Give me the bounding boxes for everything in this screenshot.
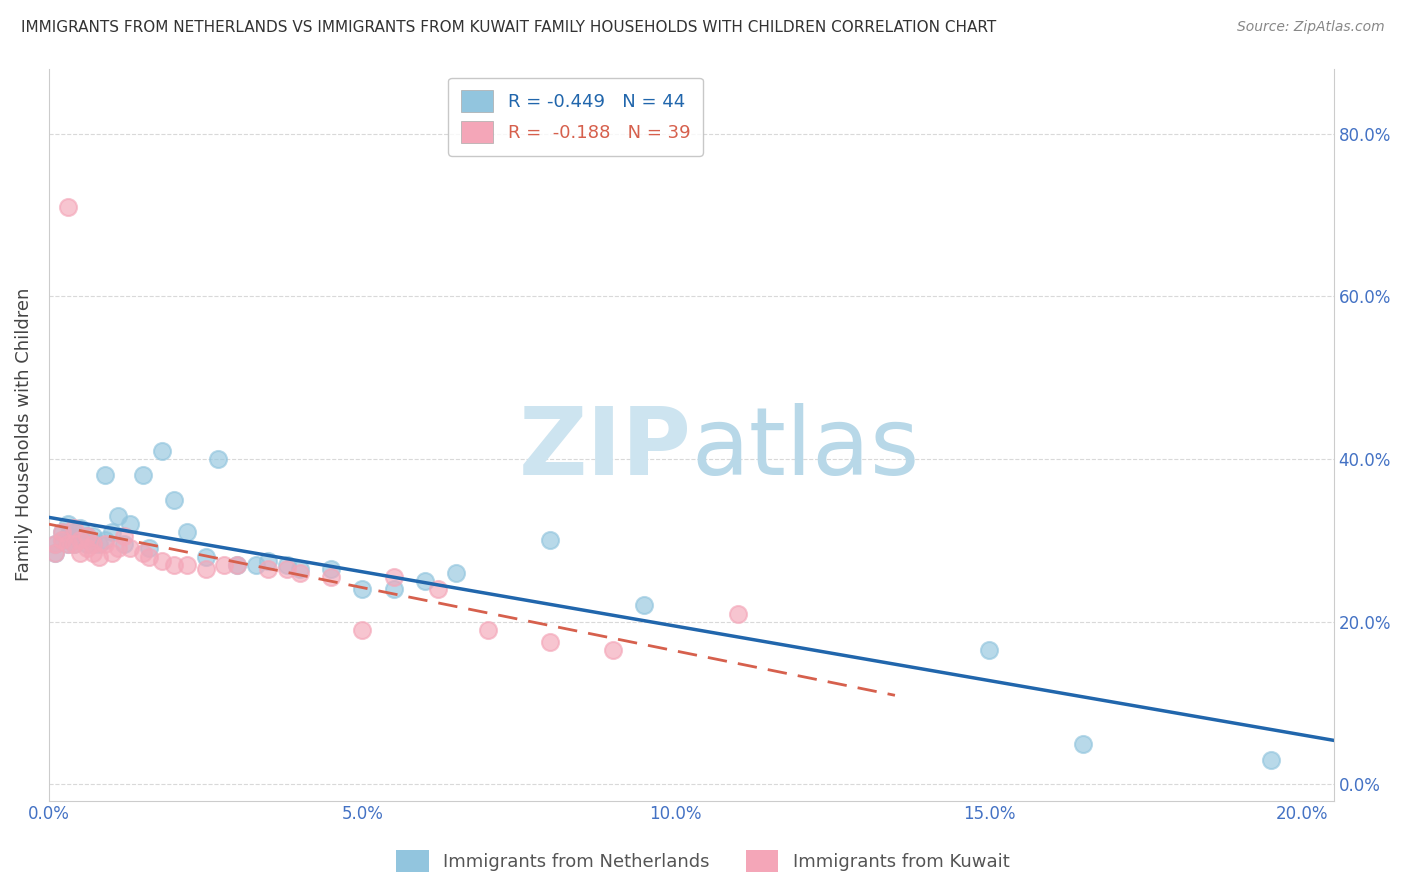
Point xyxy=(44,537,66,551)
Point xyxy=(44,545,66,559)
Point xyxy=(352,582,374,596)
Point xyxy=(76,537,98,551)
Point xyxy=(446,566,468,580)
Point xyxy=(112,529,135,543)
Point xyxy=(69,533,91,548)
Point xyxy=(56,529,79,543)
Point xyxy=(214,558,236,572)
Point xyxy=(132,468,155,483)
Point xyxy=(87,549,110,564)
Point xyxy=(288,566,311,580)
Point xyxy=(76,541,98,556)
Point xyxy=(44,545,66,559)
Point xyxy=(100,525,122,540)
Point xyxy=(107,541,129,556)
Point xyxy=(120,516,142,531)
Point xyxy=(150,554,173,568)
Point xyxy=(163,558,186,572)
Point xyxy=(382,582,405,596)
Point xyxy=(56,200,79,214)
Point xyxy=(56,537,79,551)
Point xyxy=(138,541,160,556)
Point xyxy=(63,521,86,535)
Point xyxy=(120,541,142,556)
Point xyxy=(352,623,374,637)
Point xyxy=(87,537,110,551)
Point xyxy=(56,537,79,551)
Point xyxy=(63,525,86,540)
Point xyxy=(44,537,66,551)
Point xyxy=(82,529,104,543)
Point xyxy=(602,643,624,657)
Point xyxy=(69,545,91,559)
Point xyxy=(426,582,449,596)
Point xyxy=(107,508,129,523)
Text: IMMIGRANTS FROM NETHERLANDS VS IMMIGRANTS FROM KUWAIT FAMILY HOUSEHOLDS WITH CHI: IMMIGRANTS FROM NETHERLANDS VS IMMIGRANT… xyxy=(21,20,997,35)
Point xyxy=(319,562,342,576)
Point xyxy=(207,452,229,467)
Point xyxy=(112,537,135,551)
Point xyxy=(76,529,98,543)
Point xyxy=(51,533,73,548)
Point xyxy=(56,516,79,531)
Point xyxy=(194,562,217,576)
Y-axis label: Family Households with Children: Family Households with Children xyxy=(15,288,32,582)
Point xyxy=(276,558,298,572)
Point xyxy=(63,537,86,551)
Point xyxy=(94,537,117,551)
Point xyxy=(100,545,122,559)
Point xyxy=(51,525,73,540)
Point xyxy=(82,537,104,551)
Text: Source: ZipAtlas.com: Source: ZipAtlas.com xyxy=(1237,20,1385,34)
Point xyxy=(82,545,104,559)
Text: atlas: atlas xyxy=(692,403,920,495)
Point xyxy=(382,570,405,584)
Point xyxy=(69,529,91,543)
Point xyxy=(288,562,311,576)
Point xyxy=(82,537,104,551)
Point xyxy=(194,549,217,564)
Point xyxy=(226,558,249,572)
Point xyxy=(51,525,73,540)
Point xyxy=(176,558,198,572)
Point xyxy=(51,533,73,548)
Point xyxy=(633,599,655,613)
Point xyxy=(226,558,249,572)
Point xyxy=(977,643,1000,657)
Point xyxy=(1071,737,1094,751)
Point xyxy=(163,492,186,507)
Point xyxy=(94,533,117,548)
Legend: R = -0.449   N = 44, R =  -0.188   N = 39: R = -0.449 N = 44, R = -0.188 N = 39 xyxy=(449,78,703,156)
Point xyxy=(319,570,342,584)
Point xyxy=(1260,753,1282,767)
Legend: Immigrants from Netherlands, Immigrants from Kuwait: Immigrants from Netherlands, Immigrants … xyxy=(387,841,1019,881)
Point xyxy=(132,545,155,559)
Point xyxy=(257,554,280,568)
Point xyxy=(727,607,749,621)
Point xyxy=(413,574,436,588)
Point xyxy=(138,549,160,564)
Point xyxy=(245,558,267,572)
Point xyxy=(276,562,298,576)
Point xyxy=(176,525,198,540)
Point xyxy=(538,533,561,548)
Text: ZIP: ZIP xyxy=(519,403,692,495)
Point xyxy=(257,562,280,576)
Point xyxy=(76,529,98,543)
Point xyxy=(538,635,561,649)
Point xyxy=(63,537,86,551)
Point xyxy=(94,468,117,483)
Point xyxy=(69,521,91,535)
Point xyxy=(477,623,499,637)
Point xyxy=(150,443,173,458)
